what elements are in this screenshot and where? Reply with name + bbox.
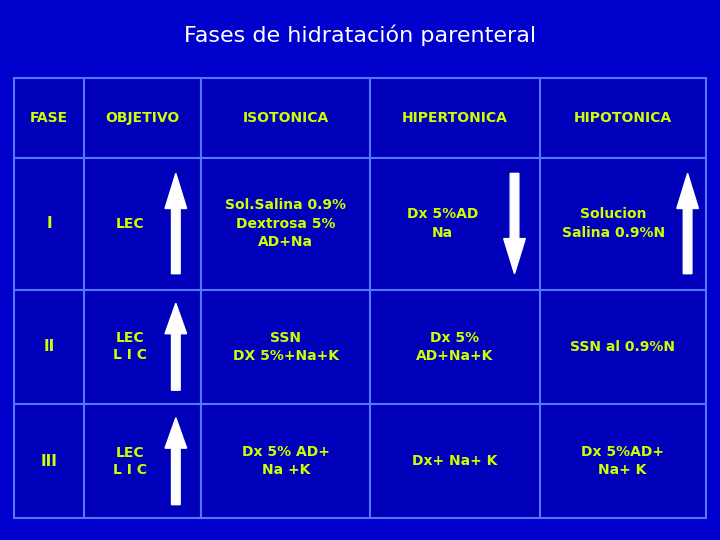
Bar xyxy=(540,158,706,289)
Text: LEC: LEC xyxy=(115,217,144,231)
Text: SSN al 0.9%N: SSN al 0.9%N xyxy=(570,340,675,354)
Text: III: III xyxy=(40,454,58,469)
Text: Solucion
Salina 0.9%N: Solucion Salina 0.9%N xyxy=(562,207,665,240)
Text: ISOTONICA: ISOTONICA xyxy=(243,111,329,125)
Text: Fases de hidratación parenteral: Fases de hidratación parenteral xyxy=(184,24,536,46)
Text: Sol.Salina 0.9%
Dextrosa 5%
AD+Na: Sol.Salina 0.9% Dextrosa 5% AD+Na xyxy=(225,198,346,249)
Text: HIPERTONICA: HIPERTONICA xyxy=(402,111,508,125)
Text: Dx 5% AD+
Na +K: Dx 5% AD+ Na +K xyxy=(242,445,330,477)
Text: HIPOTONICA: HIPOTONICA xyxy=(574,111,672,125)
Bar xyxy=(370,158,540,289)
Bar xyxy=(540,404,706,518)
Text: LEC
L I C: LEC L I C xyxy=(112,446,147,477)
Bar xyxy=(201,404,370,518)
Text: Dx+ Na+ K: Dx+ Na+ K xyxy=(413,454,498,468)
Bar xyxy=(14,158,84,289)
Bar xyxy=(370,289,540,404)
Bar xyxy=(84,289,201,404)
Text: OBJETIVO: OBJETIVO xyxy=(105,111,179,125)
Bar xyxy=(201,78,370,158)
Bar xyxy=(540,289,706,404)
Text: LEC
L I C: LEC L I C xyxy=(112,331,147,362)
Text: Dx 5%
AD+Na+K: Dx 5% AD+Na+K xyxy=(416,330,494,363)
Text: Dx 5%AD
Na: Dx 5%AD Na xyxy=(407,207,478,240)
Text: SSN
DX 5%+Na+K: SSN DX 5%+Na+K xyxy=(233,330,338,363)
Bar xyxy=(201,289,370,404)
Bar xyxy=(370,404,540,518)
Polygon shape xyxy=(165,303,186,390)
Bar xyxy=(84,158,201,289)
Bar xyxy=(14,78,84,158)
Text: Dx 5%AD+
Na+ K: Dx 5%AD+ Na+ K xyxy=(581,445,664,477)
Bar xyxy=(84,404,201,518)
Text: II: II xyxy=(43,339,55,354)
Bar xyxy=(201,158,370,289)
Polygon shape xyxy=(677,173,698,274)
Bar xyxy=(84,78,201,158)
Text: I: I xyxy=(46,216,52,231)
Polygon shape xyxy=(165,173,186,274)
Bar xyxy=(14,404,84,518)
Bar xyxy=(540,78,706,158)
Text: FASE: FASE xyxy=(30,111,68,125)
Polygon shape xyxy=(504,173,526,274)
Bar xyxy=(14,289,84,404)
Polygon shape xyxy=(165,418,186,505)
Bar xyxy=(370,78,540,158)
